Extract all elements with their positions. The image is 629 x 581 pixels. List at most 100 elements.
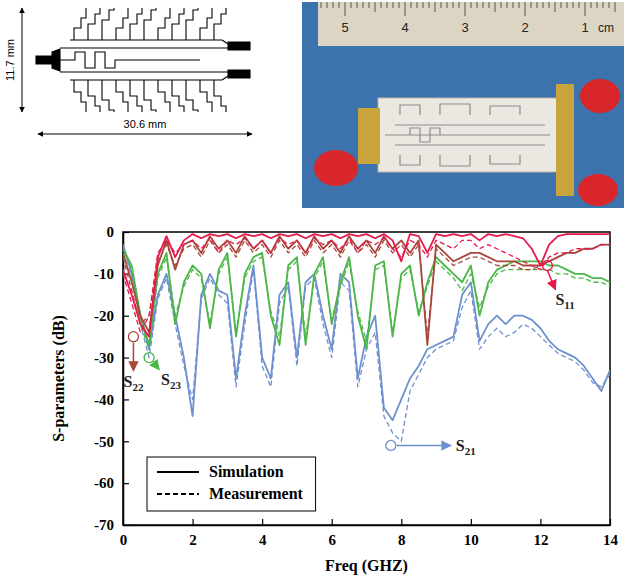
annotation-point (128, 332, 138, 342)
y-axis-tick-mark (123, 316, 129, 317)
ruler-tick (543, 2, 544, 8)
circuit-trace (36, 56, 52, 64)
ruler-tick (411, 2, 412, 8)
annotation-arrow (133, 343, 135, 371)
y-axis-tick-label: -40 (94, 392, 114, 408)
circuit-trace (144, 8, 156, 40)
series-label: S23 (161, 371, 181, 391)
ruler (318, 2, 624, 46)
ruler-tick (513, 2, 514, 8)
circuit-trace (158, 8, 170, 40)
circuit-trace (60, 71, 228, 72)
x-axis-tick-label: 0 (120, 532, 128, 548)
x-axis-tick-mark (262, 519, 263, 525)
circuit-trace (74, 80, 86, 112)
dimension-arrow (38, 134, 252, 135)
circuit-trace (186, 80, 198, 112)
circuit-trace (228, 42, 250, 50)
x-axis-tick-mark (401, 519, 402, 525)
figure: 11.7 mm30.6 mm54321cm02468101214-70-60-5… (0, 0, 629, 581)
x-axis-tick: 10 (464, 519, 479, 548)
x-axis-tick: 6 (328, 519, 336, 548)
x-axis-tick-label: 12 (533, 532, 548, 548)
circuit-trace (130, 80, 142, 112)
y-axis-tick-label: -30 (94, 350, 114, 366)
ruler-label: 2 (521, 20, 528, 35)
dimension-arrow (22, 8, 23, 112)
ruler-tick (453, 2, 454, 8)
y-axis-tick-mark (123, 399, 129, 400)
ruler-tick (351, 2, 352, 8)
connector-cap (578, 174, 618, 206)
circuit-trace (52, 49, 60, 71)
annotations: S11S22S23S21 (123, 260, 574, 457)
circuit-trace (102, 80, 114, 112)
circuit-trace (70, 39, 222, 40)
ruler-tick (549, 2, 550, 8)
plot-frame (123, 232, 610, 525)
circuit-trace (214, 80, 226, 112)
connector-cap (314, 150, 358, 186)
circuit-trace (70, 79, 222, 80)
circuit-trace (186, 8, 198, 40)
board (378, 98, 558, 172)
simulation-line (123, 249, 610, 349)
chart: 02468101214-70-60-50-40-30-20-100Freq (G… (50, 224, 619, 575)
ruler-tick (381, 2, 382, 8)
y-axis-tick: -70 (94, 517, 129, 533)
x-axis-tick-mark (610, 519, 611, 525)
x-axis-tick-label: 6 (328, 532, 336, 548)
x-axis-tick-label: 8 (398, 532, 406, 548)
ruler-tick (429, 2, 430, 8)
x-axis-title: Freq (GHZ) (325, 557, 408, 575)
y-axis-tick: -30 (94, 350, 129, 366)
ruler-tick (519, 2, 520, 8)
ruler-tick (489, 2, 490, 8)
ruler-label: 1 (581, 20, 588, 35)
circuit-trace (172, 80, 184, 112)
ruler-tick (333, 2, 334, 8)
ruler-tick (555, 2, 556, 12)
ruler-tick (465, 2, 466, 16)
layout-drawing: 11.7 mm30.6 mm (4, 8, 252, 134)
ruler-tick (375, 2, 376, 12)
x-axis-tick-mark (192, 519, 193, 525)
ruler-tick (477, 2, 478, 8)
circuit-trace (158, 80, 170, 112)
circuit-trace (222, 76, 228, 80)
ruler-tick (501, 2, 502, 8)
y-axis-tick-label: -70 (94, 517, 114, 533)
ruler-tick (591, 2, 592, 8)
x-axis-tick-label: 4 (259, 532, 267, 548)
ruler-tick (441, 2, 442, 8)
circuit-trace (214, 8, 226, 40)
legend-box (147, 457, 316, 511)
ruler-tick (471, 2, 472, 8)
circuit-trace (88, 8, 100, 40)
y-axis-title: S-parameters (dB) (50, 315, 68, 442)
x-axis-line (124, 525, 611, 527)
series-label: S21 (456, 437, 476, 457)
simulation-line (123, 236, 610, 345)
ruler-tick (483, 2, 484, 8)
y-axis-tick-mark (123, 232, 129, 233)
ruler-tick (345, 2, 346, 16)
x-axis-tick-mark (332, 519, 333, 525)
annotation-arrow (547, 270, 555, 289)
ruler-tick (435, 2, 436, 12)
series-label: S11 (555, 291, 574, 311)
y-axis-tick: -50 (94, 434, 129, 450)
ruler-label: 4 (401, 20, 408, 35)
ruler-tick (387, 2, 388, 8)
legend-swatch (157, 471, 199, 473)
ruler-tick (495, 2, 496, 12)
ruler-tick (561, 2, 562, 8)
x-axis: 02468101214 (120, 519, 619, 548)
circuit-trace (172, 8, 184, 40)
circuit-trace (116, 8, 128, 40)
connector-cap (580, 79, 620, 113)
circuit-trace (116, 80, 128, 112)
x-axis-tick-label: 2 (189, 532, 197, 548)
circuit-trace (144, 80, 156, 112)
ruler-tick (393, 2, 394, 8)
